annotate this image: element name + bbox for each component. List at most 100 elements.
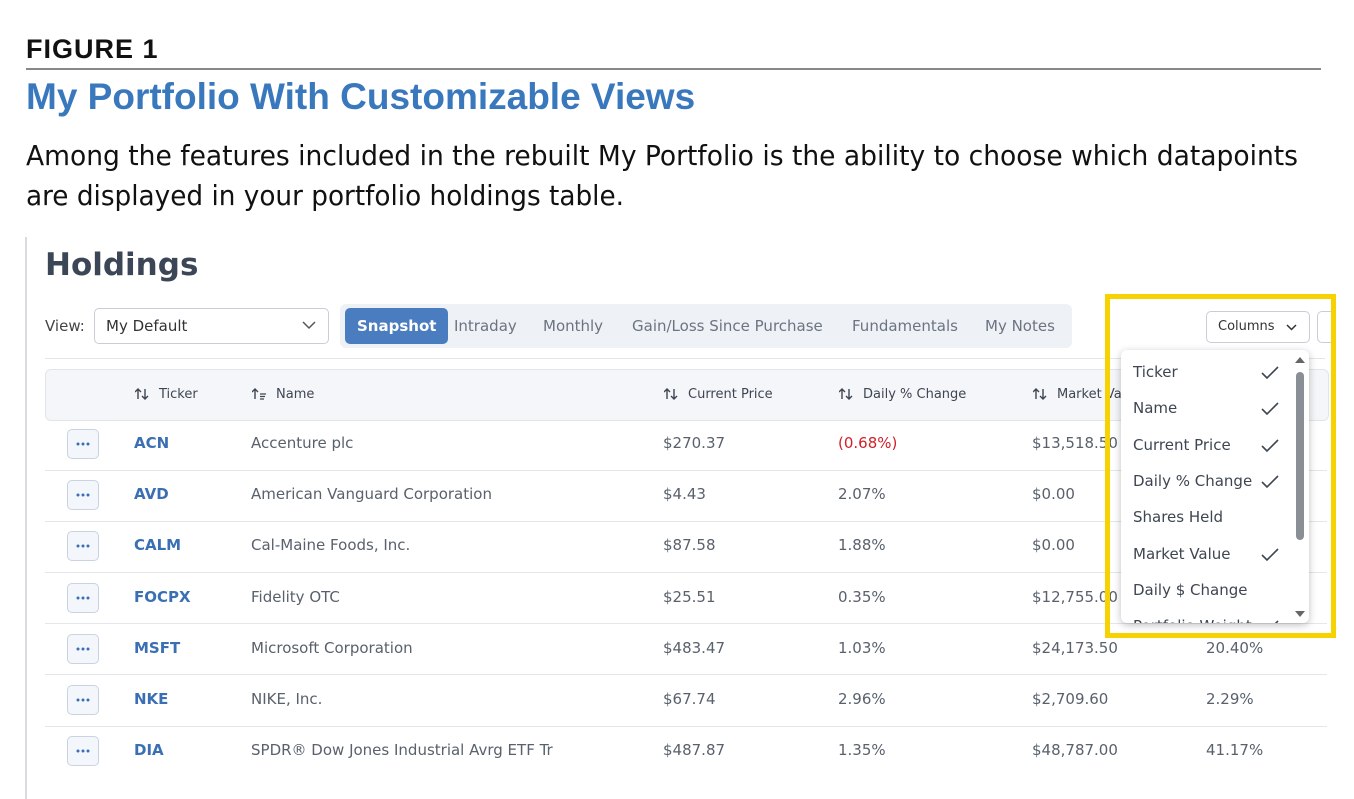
- column-header[interactable]: Name: [276, 387, 315, 402]
- scrollbar[interactable]: [1294, 356, 1306, 618]
- menu-item[interactable]: Daily $ Change: [1133, 581, 1248, 599]
- table-cell: American Vanguard Corporation: [251, 485, 492, 503]
- sort-icon: [839, 388, 853, 400]
- menu-item[interactable]: Current Price: [1133, 436, 1231, 454]
- row-menu-button[interactable]: [67, 685, 99, 715]
- tab[interactable]: Snapshot: [345, 308, 449, 344]
- table-cell: $487.87: [663, 741, 726, 759]
- holdings-title: Holdings: [45, 247, 199, 283]
- menu-item[interactable]: Daily % Change: [1133, 472, 1253, 490]
- scroll-up: [1295, 357, 1305, 363]
- screenshot: Holdings View: My Default Snapshot Intrad…: [25, 237, 1332, 799]
- dots-icon: [76, 596, 90, 600]
- row-divider: [45, 470, 1327, 471]
- view-select[interactable]: My Default: [94, 308, 329, 344]
- checkmark: [1261, 402, 1279, 416]
- table-cell: 1.88%: [838, 536, 886, 554]
- tab[interactable]: Gain/Loss Since Purchase: [632, 317, 823, 335]
- ticker-link[interactable]: FOCPX: [134, 588, 191, 606]
- table-header: Ticker Name Current Price Daily % Change Mar…: [45, 369, 1329, 421]
- table-cell: $67.74: [663, 690, 716, 708]
- table-cell: 2.96%: [838, 690, 886, 708]
- table-cell: $48,787.00: [1032, 741, 1118, 759]
- table-cell: 0.35%: [838, 588, 886, 606]
- tab[interactable]: Fundamentals: [852, 317, 958, 335]
- table-cell: $2,709.60: [1032, 690, 1109, 708]
- button-edge[interactable]: [1317, 311, 1332, 343]
- table-cell: $25.51: [663, 588, 716, 606]
- dots-icon: [76, 544, 90, 548]
- scroll-thumb[interactable]: [1296, 372, 1304, 540]
- scroll-down: [1295, 611, 1305, 617]
- tab[interactable]: Intraday: [454, 317, 517, 335]
- table-cell: Fidelity OTC: [251, 588, 340, 606]
- ticker-link[interactable]: ACN: [134, 434, 170, 452]
- view-label: View:: [45, 317, 85, 335]
- row-menu-button[interactable]: [67, 634, 99, 664]
- menu-item[interactable]: Portfolio Weight: [1133, 617, 1252, 623]
- menu-item[interactable]: Ticker: [1133, 363, 1178, 381]
- view-select-value: My Default: [106, 317, 188, 335]
- table-cell: $24,173.50: [1032, 639, 1118, 657]
- tab-bar: Snapshot Intraday Monthly Gain/Loss Since P…: [340, 304, 1072, 348]
- dots-icon: [76, 698, 90, 702]
- caption-line: are displayed in your portfolio holdings…: [26, 179, 624, 212]
- checkmark: [1274, 620, 1279, 623]
- table-cell: SPDR® Dow Jones Industrial Avrg ETF Tr: [251, 741, 553, 759]
- divider: [45, 358, 1325, 359]
- row-menu-button[interactable]: [67, 429, 99, 459]
- sort-icon: [135, 388, 149, 400]
- table-cell: $4.43: [663, 485, 706, 503]
- figure-label: FIGURE 1: [26, 34, 159, 64]
- ticker-link[interactable]: MSFT: [134, 639, 181, 657]
- row-divider: [45, 726, 1327, 727]
- checkmark: [1261, 439, 1279, 453]
- tab[interactable]: Monthly: [543, 317, 604, 335]
- row-divider: [45, 674, 1327, 675]
- row-divider: [45, 521, 1327, 522]
- row-menu-button[interactable]: [67, 531, 99, 561]
- column-header[interactable]: Daily % Change: [863, 387, 967, 402]
- table-cell: $483.47: [663, 639, 726, 657]
- row-divider: [45, 623, 1327, 624]
- table-cell: Cal-Maine Foods, Inc.: [251, 536, 411, 554]
- dots-icon: [76, 647, 90, 651]
- menu-item[interactable]: Shares Held: [1133, 508, 1224, 526]
- tab[interactable]: My Notes: [985, 317, 1055, 335]
- table-cell: (0.68%): [838, 434, 898, 452]
- ticker-link[interactable]: AVD: [134, 485, 169, 503]
- row-menu-button[interactable]: [67, 736, 99, 766]
- table-cell: $0.00: [1032, 536, 1075, 554]
- ticker-link[interactable]: DIA: [134, 741, 164, 759]
- table-cell: $0.00: [1032, 485, 1075, 503]
- columns-menu: Ticker Name Current Price Daily % Change Sha…: [1121, 350, 1309, 623]
- checkmark: [1261, 475, 1279, 489]
- table-cell: 41.17%: [1206, 741, 1264, 759]
- row-menu-button[interactable]: [67, 480, 99, 510]
- sort-icon: [664, 388, 678, 400]
- column-header[interactable]: Market Value: [1057, 387, 1142, 402]
- column-header[interactable]: Current Price: [688, 387, 773, 402]
- ticker-link[interactable]: NKE: [134, 690, 169, 708]
- ticker-link[interactable]: CALM: [134, 536, 182, 554]
- table-cell: 2.29%: [1206, 690, 1254, 708]
- dots-icon: [76, 493, 90, 497]
- menu-item[interactable]: Market Value: [1133, 545, 1231, 563]
- chevron: [302, 321, 316, 330]
- menu-item[interactable]: Name: [1133, 399, 1178, 417]
- highlight-box: [1105, 294, 1336, 638]
- figure-title: My Portfolio With Customizable Views: [26, 76, 696, 117]
- table-cell: 20.40%: [1206, 639, 1264, 657]
- row-menu-button[interactable]: [67, 583, 99, 613]
- table-cell: Accenture plc: [251, 434, 354, 452]
- table-cell: 1.03%: [838, 639, 886, 657]
- caption-line: Among the features included in the rebui…: [26, 139, 1298, 172]
- dots-icon: [76, 442, 90, 446]
- table-cell: $87.58: [663, 536, 716, 554]
- table-cell: Microsoft Corporation: [251, 639, 413, 657]
- table-cell: $270.37: [663, 434, 726, 452]
- sort-icon: [1033, 388, 1047, 400]
- column-header[interactable]: Ticker: [159, 387, 198, 402]
- columns-button[interactable]: Columns: [1206, 311, 1310, 343]
- checkmark: [1261, 548, 1279, 562]
